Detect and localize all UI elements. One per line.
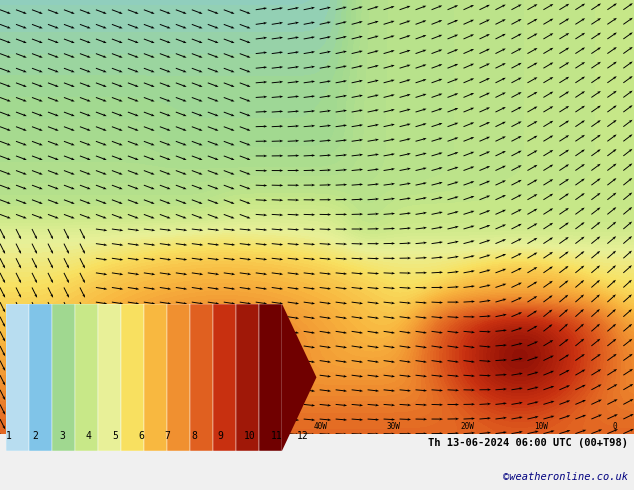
Polygon shape [282,304,316,451]
Bar [190,304,213,451]
Text: 10W: 10W [534,422,548,432]
Text: 11: 11 [271,431,282,441]
Bar [259,304,282,451]
Text: 5: 5 [112,431,118,441]
Text: 60W: 60W [166,422,179,432]
Text: ©weatheronline.co.uk: ©weatheronline.co.uk [503,471,628,482]
Bar [167,304,190,451]
Text: 7: 7 [165,431,171,441]
Bar [75,304,98,451]
Bar [29,304,52,451]
Text: 3: 3 [59,431,65,441]
Text: 1: 1 [6,431,12,441]
Bar [236,304,259,451]
Text: 70W: 70W [92,422,106,432]
Text: 2: 2 [33,431,39,441]
Text: 6: 6 [138,431,145,441]
Text: 80W: 80W [18,422,32,432]
Text: 10: 10 [244,431,256,441]
Text: Th 13-06-2024 06:00 UTC (00+T98): Th 13-06-2024 06:00 UTC (00+T98) [428,438,628,448]
Text: 8: 8 [191,431,197,441]
Bar [52,304,75,451]
Text: 4: 4 [86,431,91,441]
Bar [144,304,167,451]
Text: 50W: 50W [240,422,254,432]
Bar [6,304,29,451]
Text: 20W: 20W [461,422,474,432]
Text: 0: 0 [612,422,618,432]
Bar [121,304,144,451]
Text: 12: 12 [297,431,309,441]
Text: 40W: 40W [313,422,327,432]
Text: 30W: 30W [387,422,401,432]
Bar [98,304,121,451]
Text: 9: 9 [217,431,224,441]
Text: Surface Wind (bft)  ECMWF: Surface Wind (bft) ECMWF [6,438,162,448]
Bar [213,304,236,451]
